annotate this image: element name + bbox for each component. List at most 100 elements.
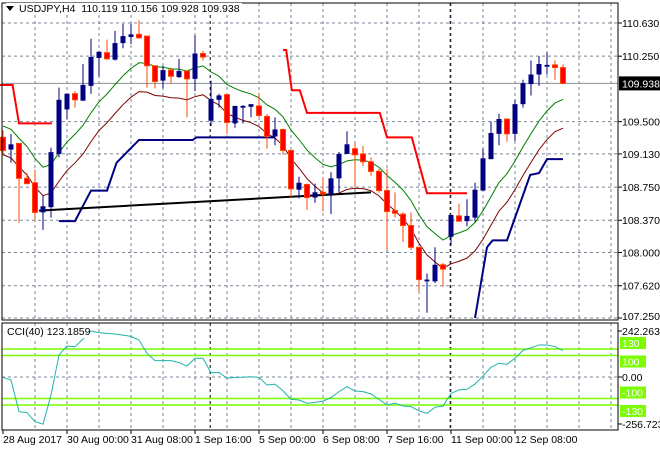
candle-body [248,104,254,107]
candle-body [472,189,478,218]
price-axis-label: 107.250 [622,311,660,323]
candle [64,93,70,120]
candle-body [176,71,182,78]
candle [232,105,238,128]
cci-level-badge [620,337,646,350]
candle-body [392,210,398,214]
candle-body [488,132,494,160]
candle-body [168,69,174,77]
price-axis-label: 108.750 [622,182,660,194]
candle [360,146,366,167]
candle [296,176,302,199]
price-axis-label: 110.250 [622,51,659,63]
candle-body [304,183,310,199]
candle [376,168,382,193]
main-panel-frame [1,2,619,321]
candle-body [312,192,318,198]
time-axis-label: 12 Sep 08:00 [515,434,578,446]
candle [288,149,294,198]
candle [560,64,566,85]
candle-body [544,64,550,67]
cci-header: CCI(40) 123.1859 [7,326,91,338]
price-axis-label: 107.620 [622,281,660,293]
candle-body [400,213,406,226]
candle [248,104,254,118]
candle [272,117,278,146]
candle [72,91,78,108]
chart-header: USDJPY,H4 110.119 110.156 109.928 109.93… [6,3,242,15]
candle [48,147,54,218]
cci-level-badge [620,386,646,399]
candle [192,35,198,92]
candle-body [208,98,214,121]
grid [2,3,618,430]
envelope-line [2,91,564,269]
candle [88,38,94,94]
candle [544,52,550,75]
candle [256,92,262,118]
cci-axis-label: -256.7237 [622,419,660,431]
candle [32,169,38,221]
candle-body [448,215,454,237]
candle [336,152,342,193]
candle [408,212,414,250]
candle [352,142,358,188]
current-price-badge [619,76,660,91]
candle [240,105,246,124]
candle [368,157,374,176]
candle-body [512,104,518,134]
candle [504,118,510,142]
symbol-label: USDJPY,H4 [19,3,76,15]
moving-average-line [2,62,564,241]
candle [8,133,14,163]
price-axis-label: 108.370 [622,215,660,227]
candle-body [520,83,526,105]
cci-level-label: -100 [622,388,643,400]
candle [432,247,438,284]
price-axis-label: 110.630 [622,18,659,30]
cci-name: CCI(40) [7,326,44,338]
candle [400,212,406,243]
cci-value: 123.1859 [46,326,91,338]
candle-body [64,93,70,110]
cci-level-label: 100 [622,357,640,369]
candle-body [104,52,110,60]
dropdown-triangle-icon[interactable] [6,6,14,11]
cci-line [2,330,564,425]
candle-body [112,43,118,60]
candle [512,99,518,141]
time-axis-label: 30 Aug 00:00 [67,434,129,446]
candle-body [424,279,430,282]
candle-body [216,95,222,100]
candle-body [80,84,86,101]
candle [16,142,22,223]
price-axis-label: 109.500 [622,117,660,129]
candle [144,35,150,88]
candle [392,192,398,218]
candle-body [440,264,446,270]
candle-body [296,182,302,190]
candle [0,130,6,156]
upper-stop-line [283,49,467,195]
candle-body [40,206,46,213]
candle [104,39,110,60]
candle-body [280,128,286,151]
candle-body [384,190,390,213]
time-axis-label: 5 Sep 00:00 [259,434,316,446]
candle [24,173,30,185]
candle-body [240,105,246,108]
candle-body [496,119,502,134]
open-value: 110.119 [81,3,118,15]
candle-body [456,215,462,222]
candle-body [328,178,334,195]
candle-body [408,224,414,248]
cci-level-badge [620,404,646,417]
time-axis-label: 1 Sep 16:00 [195,434,252,446]
candle-body [224,94,230,123]
candle-body [264,115,270,137]
time-axis-label: 31 Aug 08:00 [131,434,193,446]
candle-body [360,153,366,163]
candle [328,172,334,215]
candle-body [136,33,142,39]
